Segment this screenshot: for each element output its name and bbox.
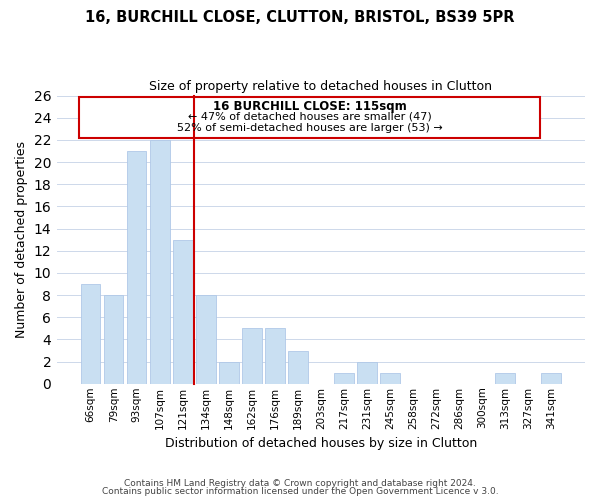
Bar <box>196 295 215 384</box>
Bar <box>242 328 262 384</box>
Bar <box>334 372 354 384</box>
Text: Contains public sector information licensed under the Open Government Licence v : Contains public sector information licen… <box>101 487 499 496</box>
Bar <box>127 151 146 384</box>
FancyBboxPatch shape <box>79 96 539 138</box>
Bar <box>173 240 193 384</box>
Bar <box>265 328 284 384</box>
Bar <box>496 372 515 384</box>
Text: 16 BURCHILL CLOSE: 115sqm: 16 BURCHILL CLOSE: 115sqm <box>212 100 406 113</box>
X-axis label: Distribution of detached houses by size in Clutton: Distribution of detached houses by size … <box>165 437 477 450</box>
Text: 16, BURCHILL CLOSE, CLUTTON, BRISTOL, BS39 5PR: 16, BURCHILL CLOSE, CLUTTON, BRISTOL, BS… <box>85 10 515 25</box>
Bar <box>150 140 170 384</box>
Bar <box>104 295 124 384</box>
Bar <box>380 372 400 384</box>
Bar <box>81 284 100 384</box>
Text: Contains HM Land Registry data © Crown copyright and database right 2024.: Contains HM Land Registry data © Crown c… <box>124 478 476 488</box>
Bar <box>219 362 239 384</box>
Bar <box>541 372 561 384</box>
Bar <box>357 362 377 384</box>
Bar <box>288 350 308 384</box>
Title: Size of property relative to detached houses in Clutton: Size of property relative to detached ho… <box>149 80 493 93</box>
Y-axis label: Number of detached properties: Number of detached properties <box>15 141 28 338</box>
Text: 52% of semi-detached houses are larger (53) →: 52% of semi-detached houses are larger (… <box>176 122 442 132</box>
Text: ← 47% of detached houses are smaller (47): ← 47% of detached houses are smaller (47… <box>188 112 431 122</box>
